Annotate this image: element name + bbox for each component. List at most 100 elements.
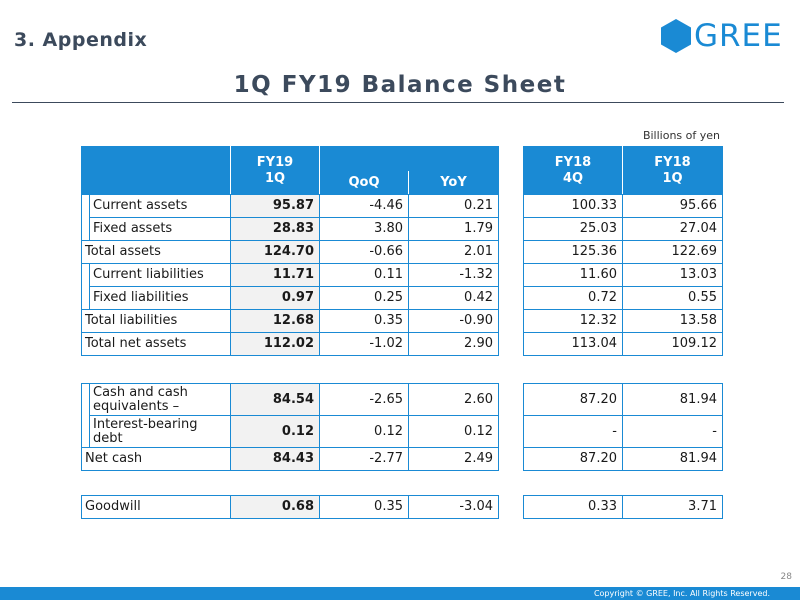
cell-fy19-1q: 0.97 xyxy=(230,286,320,310)
table-row: Total assets 124.70 -0.66 2.01 xyxy=(81,240,499,264)
cell-yoy: -1.32 xyxy=(408,263,499,287)
table-row: 100.33 95.66 xyxy=(523,194,723,218)
page-number: 28 xyxy=(780,572,792,582)
table-row: 125.36 122.69 xyxy=(523,240,723,264)
hexagon-logo-icon xyxy=(661,19,691,53)
goodwill-prior-row: 0.33 3.71 xyxy=(523,495,723,519)
cell-qoq: 0.35 xyxy=(319,309,409,333)
footer-bar xyxy=(0,587,800,600)
cell-yoy: 2.01 xyxy=(408,240,499,264)
header-fy18-4q-line1: FY18 xyxy=(554,154,592,170)
goodwill-fy19-1q: 0.68 xyxy=(230,495,320,519)
row-label: Current liabilities xyxy=(89,263,231,287)
row-label: Total assets xyxy=(81,240,231,264)
goodwill-qoq: 0.35 xyxy=(319,495,409,519)
header-fy18-1q: FY18 1Q xyxy=(622,146,723,195)
cell-qoq: 3.80 xyxy=(319,217,409,241)
row-label: Total net assets xyxy=(81,332,231,356)
cell-yoy: 2.90 xyxy=(408,332,499,356)
cell-fy19-1q: 84.43 xyxy=(230,447,320,471)
table-row: Net cash 84.43 -2.77 2.49 xyxy=(81,447,499,471)
cell-fy19-1q: 112.02 xyxy=(230,332,320,356)
header-blank-yoy xyxy=(408,146,499,171)
table-row: Total net assets 112.02 -1.02 2.90 xyxy=(81,332,499,356)
cell-fy18-1q: 13.58 xyxy=(622,309,723,333)
header-fy19-line2: 1Q xyxy=(264,170,286,186)
table-row: -- xyxy=(523,415,723,448)
table-row: 113.04 109.12 xyxy=(523,332,723,356)
cell-fy19-1q: 124.70 xyxy=(230,240,320,264)
cell-fy18-1q: 81.94 xyxy=(622,383,723,416)
cell-fy18-1q: 13.03 xyxy=(622,263,723,287)
row-label: Net cash xyxy=(81,447,231,471)
title-divider xyxy=(12,102,784,103)
cell-fy18-4q: 11.60 xyxy=(523,263,623,287)
header-fy18-1q-line2: 1Q xyxy=(662,170,683,186)
row-label: Fixed assets xyxy=(89,217,231,241)
balance-sheet-table: FY19 1Q QoQ YoY Current assets 95.87 -4.46… xyxy=(81,146,499,356)
row-label: Total liabilities xyxy=(81,309,231,333)
header-qoq: QoQ xyxy=(319,170,409,195)
header-fy18-4q-line2: 4Q xyxy=(562,170,584,186)
goodwill-fy18-4q: 0.33 xyxy=(523,495,623,519)
cell-fy19-1q: 0.12 xyxy=(230,415,320,448)
cell-yoy: 2.60 xyxy=(408,383,499,416)
cell-yoy: 2.49 xyxy=(408,447,499,471)
cell-qoq: -1.02 xyxy=(319,332,409,356)
cell-yoy: 0.12 xyxy=(408,415,499,448)
cell-fy18-4q: 113.04 xyxy=(523,332,623,356)
section-title: 3. Appendix xyxy=(14,29,148,51)
header-yoy: YoY xyxy=(408,170,499,195)
indent-cell xyxy=(81,383,90,416)
net-cash-table: Cash and cash equivalents –84.54 -2.65 2.6… xyxy=(81,383,499,471)
table-row: Fixed liabilities 0.97 0.25 0.42 xyxy=(81,286,499,310)
cell-fy18-1q: 0.55 xyxy=(622,286,723,310)
logo-text: GREE xyxy=(694,18,783,54)
cell-fy18-4q: 25.03 xyxy=(523,217,623,241)
header-blank-qoq xyxy=(319,146,409,171)
page-title: 1Q FY19 Balance Sheet xyxy=(233,72,567,98)
header-label-cell xyxy=(81,146,231,195)
table-row: Current liabilities 11.71 0.11 -1.32 xyxy=(81,263,499,287)
net-cash-prior-table: 87.20 81.94- -87.20 81.94 xyxy=(523,383,723,471)
table-row: Fixed assets 28.83 3.80 1.79 xyxy=(81,217,499,241)
table-row: 87.20 81.94 xyxy=(523,383,723,416)
goodwill-row: Goodwill 0.68 0.35 -3.04 xyxy=(81,495,499,519)
cell-yoy: 0.21 xyxy=(408,194,499,218)
cell-qoq: -2.65 xyxy=(319,383,409,416)
gree-logo: GREE xyxy=(661,18,782,54)
cell-fy18-4q: 100.33 xyxy=(523,194,623,218)
units-note: Billions of yen xyxy=(642,129,720,142)
cell-fy18-4q: 87.20 xyxy=(523,383,623,416)
table-row: Interest-bearing debt 0.12 0.12 0.12 xyxy=(81,415,499,448)
goodwill-yoy: -3.04 xyxy=(408,495,499,519)
cell-fy18-1q: 95.66 xyxy=(622,194,723,218)
table-row: 25.03 27.04 xyxy=(523,217,723,241)
cell-fy18-4q: 12.32 xyxy=(523,309,623,333)
cell-qoq: 0.25 xyxy=(319,286,409,310)
indent-cell xyxy=(81,194,90,218)
row-label: Interest-bearing debt xyxy=(89,415,231,448)
indent-cell xyxy=(81,415,90,448)
table-row: 11.60 13.03 xyxy=(523,263,723,287)
table-row: Cash and cash equivalents –84.54 -2.65 2.6… xyxy=(81,383,499,416)
cell-fy18-1q: 27.04 xyxy=(622,217,723,241)
cell-fy19-1q: 28.83 xyxy=(230,217,320,241)
indent-cell xyxy=(81,217,90,241)
cell-qoq: 0.12 xyxy=(319,415,409,448)
header-fy18-1q-line1: FY18 xyxy=(654,154,691,170)
cell-fy18-1q: 109.12 xyxy=(622,332,723,356)
cell-fy19-1q: 12.68 xyxy=(230,309,320,333)
cell-fy18-4q: - xyxy=(523,415,623,448)
cell-fy18-4q: 125.36 xyxy=(523,240,623,264)
cell-fy18-1q: - xyxy=(622,415,723,448)
row-label: Fixed liabilities xyxy=(89,286,231,310)
balance-sheet-prior-table: FY18 4Q FY18 1Q 100.33 95.66 25.03 27.04 125… xyxy=(523,146,723,356)
goodwill-label: Goodwill xyxy=(81,495,231,519)
cell-fy18-1q: 122.69 xyxy=(622,240,723,264)
cell-fy19-1q: 84.54 xyxy=(230,383,320,416)
table-row: 87.20 81.94 xyxy=(523,447,723,471)
cell-fy18-4q: 0.72 xyxy=(523,286,623,310)
cell-yoy: 1.79 xyxy=(408,217,499,241)
header-fy19-line1: FY19 xyxy=(256,154,294,170)
